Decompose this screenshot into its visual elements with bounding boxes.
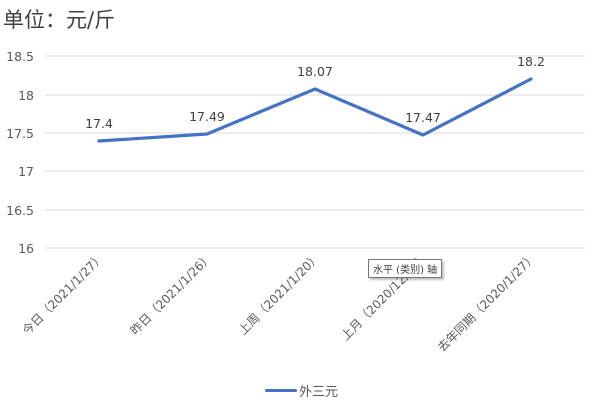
x-tick: 今日（2021/1/27） xyxy=(19,250,107,338)
x-axis-labels[interactable]: 今日（2021/1/27） 昨日（2021/1/26） 上周（2021/1/20… xyxy=(19,250,539,355)
data-label: 18.2 xyxy=(517,54,545,69)
gridlines xyxy=(45,55,585,249)
y-tick: 17.5 xyxy=(6,126,34,141)
axis-tooltip: 水平 (类别) 轴 xyxy=(368,259,443,278)
y-axis-labels: 18.5 18 17.5 17 16.5 16 xyxy=(6,49,34,256)
y-tick: 16 xyxy=(18,241,34,256)
y-tick: 18.5 xyxy=(6,49,34,64)
y-tick: 18 xyxy=(18,88,34,103)
legend[interactable]: 外三元 xyxy=(265,381,338,400)
x-tick: 上周（2021/1/20） xyxy=(236,250,323,337)
y-tick: 17 xyxy=(18,164,34,179)
legend-label: 外三元 xyxy=(299,385,339,400)
legend-line-icon xyxy=(265,389,297,392)
x-tick: 去年同期（2020/1/27） xyxy=(435,250,539,354)
data-label: 17.49 xyxy=(189,109,225,124)
y-tick: 16.5 xyxy=(6,203,34,218)
chart-title: 单位：元/斤 xyxy=(3,8,116,32)
x-tick: 昨日（2021/1/26） xyxy=(128,250,215,337)
data-label: 17.4 xyxy=(85,116,113,131)
series-line-waisanyuan[interactable] xyxy=(97,77,533,143)
data-label: 18.07 xyxy=(297,64,333,79)
data-labels: 17.4 17.49 18.07 17.47 18.2 xyxy=(85,54,545,131)
data-label: 17.47 xyxy=(405,110,441,125)
